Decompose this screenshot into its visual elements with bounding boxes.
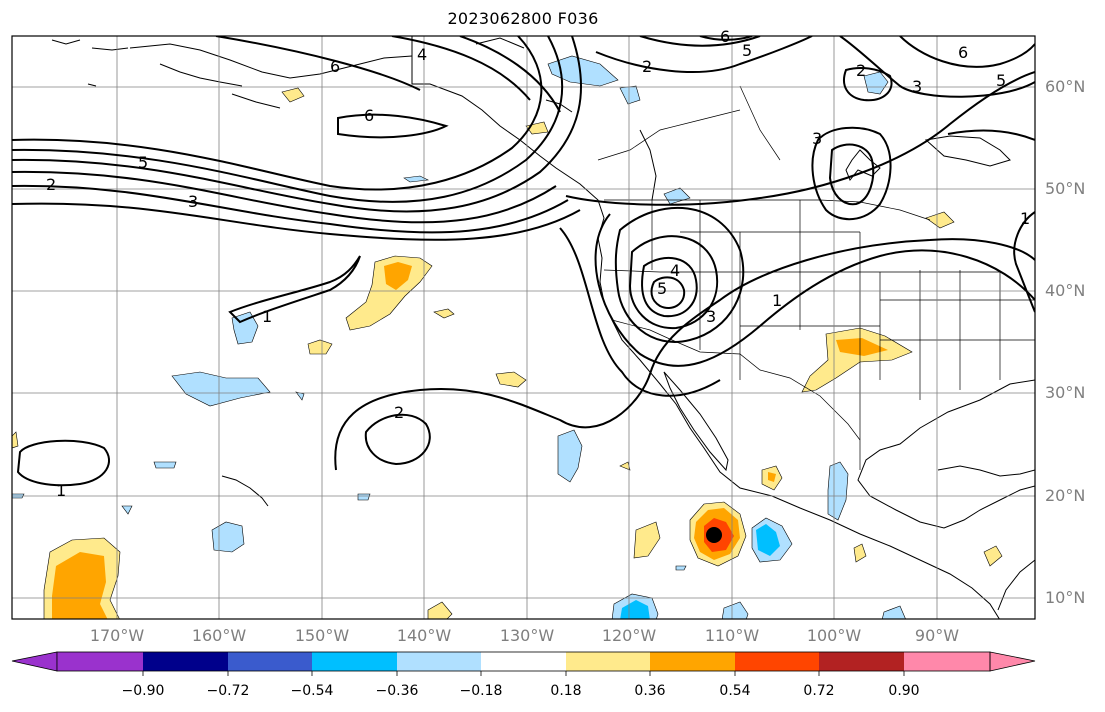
colorbar-tick-label: −0.18 [459,683,503,699]
colorbar-tick-label: −0.36 [375,683,419,699]
contour-label: 5 [996,71,1006,90]
contour-label: 4 [670,261,680,280]
colorbar-tick-label: 0.72 [803,683,835,699]
colorbar-tick-label: 0.18 [550,683,582,699]
contour-label: 2 [856,61,866,80]
lat-label-10n: 10°N [1045,588,1086,607]
lon-label-120w: 120°W [601,626,657,645]
contour-label: 3 [812,129,822,148]
colorbar-under-extension [11,651,58,672]
lat-label-20n: 20°N [1045,486,1086,505]
shaded-fields [12,55,1003,619]
map-title: 2023062800 F036 [447,9,599,28]
colorbar-tick-label: −0.90 [121,683,165,699]
graticule [12,36,1035,619]
colorbar-tick-label: 0.54 [719,683,751,699]
contour-label: 1 [772,291,782,310]
lat-label-40n: 40°N [1045,281,1086,300]
lat-label-30n: 30°N [1045,383,1086,402]
map-frame [11,35,1036,620]
contour-label: 1 [262,307,272,326]
contour-label: 2 [642,57,652,76]
lon-label-150w: 150°W [294,626,350,645]
contour-label: 3 [706,307,716,326]
lon-label-130w: 130°W [499,626,555,645]
contour-label: 3 [912,77,922,96]
lon-label-170w: 170°W [89,626,145,645]
contour-label: 1 [56,481,66,500]
colorbar-tick-label: 0.36 [634,683,666,699]
contour-label: 6 [958,43,968,62]
contour-label: 5 [742,41,752,60]
contour-label: 2 [394,403,404,422]
lon-label-90w: 90°W [914,626,960,645]
lon-label-100w: 100°W [806,626,862,645]
lon-label-140w: 140°W [396,626,452,645]
lon-label-110w: 110°W [704,626,760,645]
contour-label: 6 [330,57,340,76]
contour-label: 5 [138,153,148,172]
contour-label: 6 [364,106,374,125]
contour-label: 2 [46,175,56,194]
colorbar [11,651,1036,676]
lat-label-50n: 50°N [1045,179,1086,198]
contour-label: 3 [188,192,198,211]
coastlines [51,36,1035,619]
lon-label-160w: 160°W [191,626,247,645]
colorbar-tick-label: −0.72 [206,683,250,699]
contour-label: 4 [417,45,427,64]
storm-center-marker [706,527,722,543]
contour-label: 6 [720,27,730,46]
contours [12,36,1035,487]
colorbar-tick-label: 0.90 [888,683,920,699]
colorbar-over-extension [989,651,1036,672]
lat-label-60n: 60°N [1045,77,1086,96]
colorbar-tick-label: −0.54 [290,683,334,699]
contour-label: 5 [657,279,667,298]
contour-label: 1 [1020,209,1030,228]
